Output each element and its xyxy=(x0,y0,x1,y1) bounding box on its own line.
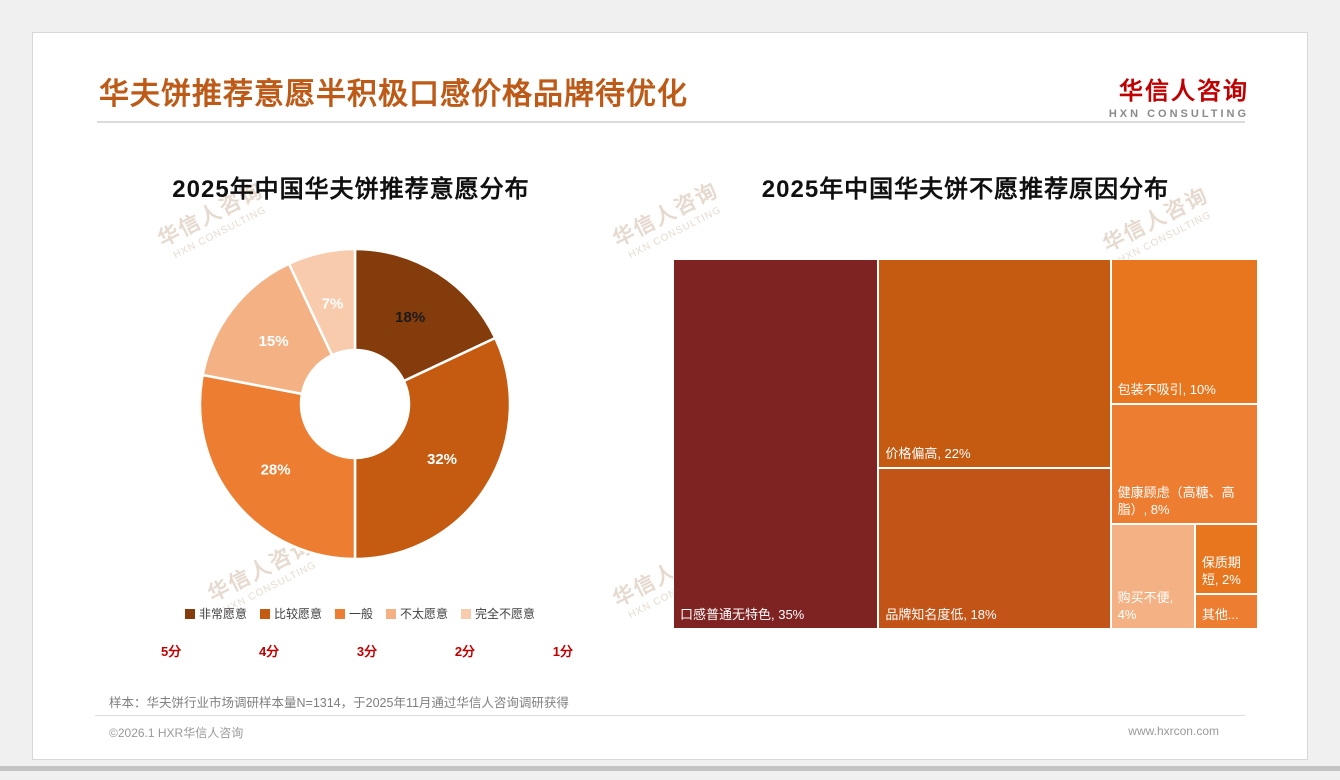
score-label: 5分 xyxy=(161,644,182,659)
window-edge xyxy=(0,766,1340,771)
donut-chart: 18% 32% 28% 15% 7% xyxy=(190,239,520,569)
treemap-cell-label: 保质期短, 2% xyxy=(1201,555,1241,588)
legend-color-swatch xyxy=(184,608,195,619)
donut-chart-svg: 18% 32% 28% 15% 7% xyxy=(198,247,512,561)
score-row: 5分 4分 3分 2分 1分 xyxy=(161,641,573,660)
legend-item: 比较愿意 xyxy=(259,605,322,622)
treemap-cell-label: 价格偏高, 22% xyxy=(885,446,971,462)
donut-slice xyxy=(353,247,497,383)
treemap-cell-label: 健康顾虑（高糖、高脂）, 8% xyxy=(1117,485,1235,518)
donut-slice xyxy=(287,247,357,357)
page-title: 华夫饼推荐意愿半积极口感价格品牌待优化 xyxy=(99,78,688,111)
legend-label: 一般 xyxy=(348,607,373,621)
treemap-chart-title: 2025年中国华夫饼不愿推荐原因分布 xyxy=(761,176,1170,203)
header-divider xyxy=(97,121,1245,123)
logo-name: 华信人咨询 xyxy=(1119,78,1249,105)
treemap-cell: 口感普通无特色, 35% xyxy=(673,259,879,629)
treemap-cell-label: 购买不便, 4% xyxy=(1117,590,1174,623)
donut-slice xyxy=(353,336,512,561)
donut-slice xyxy=(201,262,334,396)
company-logo: 华信人咨询 HXN CONSULTING xyxy=(1109,71,1249,120)
treemap-cell: 保质期短, 2% xyxy=(1194,523,1258,595)
treemap-cell-label: 包装不吸引, 10% xyxy=(1117,382,1216,398)
legend-label: 比较愿意 xyxy=(273,607,322,621)
legend-label: 不太愿意 xyxy=(400,607,449,621)
score-label: 2分 xyxy=(454,644,476,659)
legend-color-swatch xyxy=(334,608,345,619)
donut-slice-label: 32% xyxy=(427,451,457,468)
score-label: 4分 xyxy=(258,644,280,659)
footer: ©2026.1 HXR华信人咨询 www.hxrcon.com xyxy=(109,724,1219,741)
donut-slice-label: 18% xyxy=(395,309,425,326)
treemap-cell: 其他... xyxy=(1194,594,1258,629)
treemap-cell-label: 品牌知名度低, 18% xyxy=(885,607,997,623)
treemap-cell: 健康顾虑（高糖、高脂）, 8% xyxy=(1110,404,1258,524)
legend-color-swatch xyxy=(259,608,270,619)
legend-item: 完全不愿意 xyxy=(461,605,535,622)
sample-note: 样本：华夫饼行业市场调研样本量N=1314，于2025年11月通过华信人咨询调研… xyxy=(109,696,569,710)
donut-legend: 非常愿意 比较愿意 一般 不太愿意 完全不愿意 xyxy=(117,605,603,622)
donut-slice xyxy=(198,373,357,561)
score-label: 3分 xyxy=(356,644,378,659)
score-label: 1分 xyxy=(552,644,573,659)
donut-chart-title: 2025年中国华夫饼推荐意愿分布 xyxy=(172,176,530,203)
treemap-cell-label: 其他... xyxy=(1201,607,1239,623)
legend-item: 一般 xyxy=(334,605,373,622)
legend-label: 非常愿意 xyxy=(198,607,247,621)
logo-tagline: HXN CONSULTING xyxy=(1108,108,1249,120)
treemap-cell-label: 口感普通无特色, 35% xyxy=(680,607,805,623)
treemap-cell: 购买不便, 4% xyxy=(1110,523,1195,629)
donut-slice-label: 15% xyxy=(259,333,289,350)
legend-label: 完全不愿意 xyxy=(475,607,536,621)
donut-slice-label: 28% xyxy=(261,462,291,479)
slide-card: 华信人咨询 HXN CONSULTING 华信人咨询 HXN CONSULTIN… xyxy=(32,32,1308,760)
treemap-cell: 品牌知名度低, 18% xyxy=(878,468,1111,629)
treemap-cell: 包装不吸引, 10% xyxy=(1110,259,1258,405)
treemap-cell: 价格偏高, 22% xyxy=(878,259,1111,469)
treemap-chart: 口感普通无特色, 35% 价格偏高, 22% 品牌知名度低, 18% 包装不吸引, 1… xyxy=(673,259,1258,629)
legend-color-swatch xyxy=(461,608,472,619)
website-url: www.hxrcon.com xyxy=(1128,724,1219,738)
copyright-text: ©2026.1 HXR华信人咨询 xyxy=(109,726,244,740)
legend-item: 不太愿意 xyxy=(386,605,448,622)
legend-item: 非常愿意 xyxy=(184,605,247,622)
footer-divider xyxy=(95,715,1245,716)
legend-color-swatch xyxy=(386,608,396,619)
donut-slice-label: 7% xyxy=(322,296,344,313)
